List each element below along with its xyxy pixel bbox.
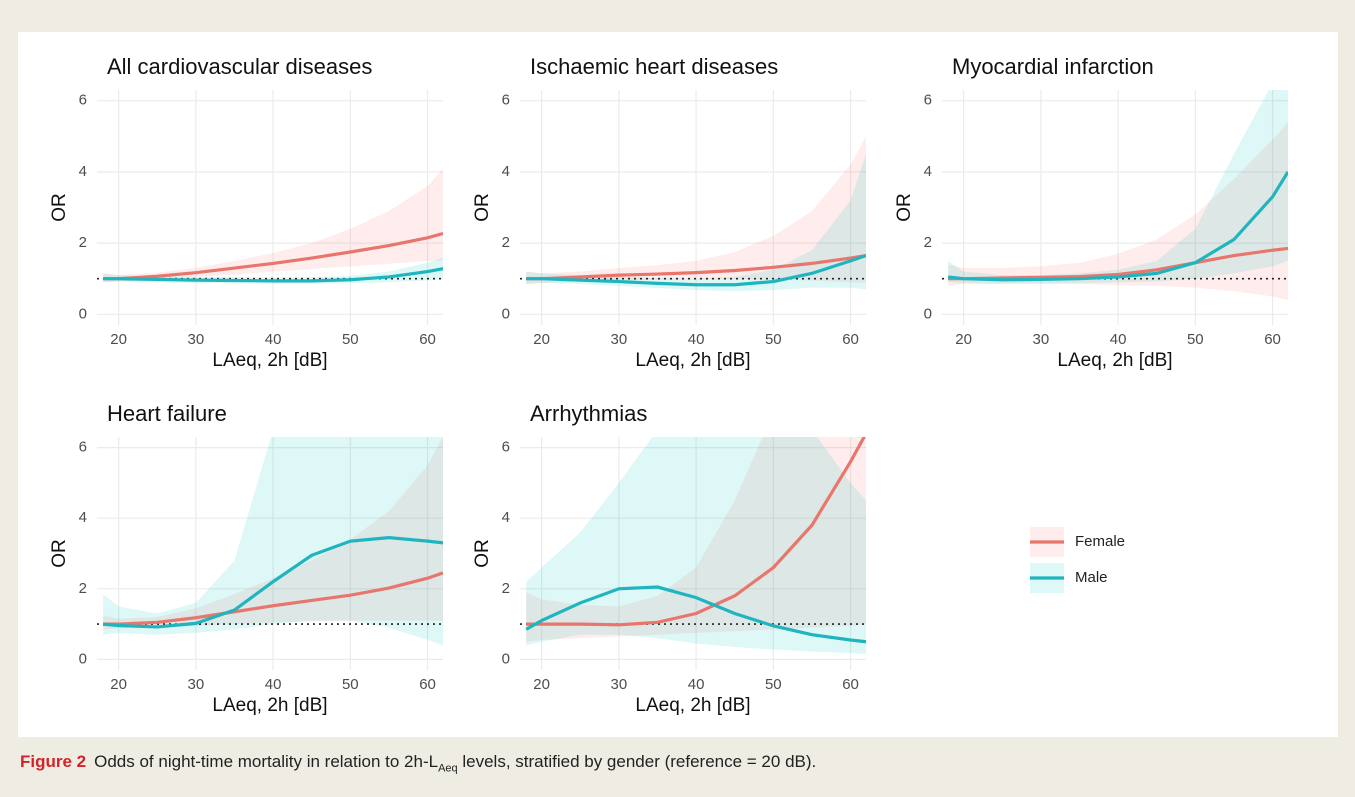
x-axis-label: LAeq, 2h [dB] xyxy=(1057,350,1172,371)
facet-title: Arrhythmias xyxy=(530,401,647,426)
facet-title: Heart failure xyxy=(107,401,227,426)
x-tick-label: 20 xyxy=(533,331,550,348)
x-tick-label: 50 xyxy=(765,676,782,693)
x-tick-label: 20 xyxy=(955,331,972,348)
x-tick-label: 60 xyxy=(419,331,436,348)
confidence-band xyxy=(948,122,1288,301)
series-line xyxy=(103,571,443,626)
y-tick-label: 2 xyxy=(502,580,510,597)
y-tick-label: 2 xyxy=(502,234,510,251)
series-line xyxy=(103,536,443,629)
confidence-band xyxy=(103,168,443,283)
y-tick-label: 2 xyxy=(79,580,87,597)
x-tick-label: 20 xyxy=(110,676,127,693)
x-axis-label: LAeq, 2h [dB] xyxy=(635,350,750,371)
x-tick-label: 50 xyxy=(342,331,359,348)
y-tick-label: 2 xyxy=(79,234,87,251)
y-axis-label: OR xyxy=(49,539,70,568)
x-axis-label: LAeq, 2h [dB] xyxy=(635,695,750,716)
x-tick-label: 40 xyxy=(1110,331,1127,348)
series-line xyxy=(526,254,866,287)
facet: Myocardial infarction 0 2 4 6 20 30 40 50 60 LAeq,… xyxy=(894,54,1288,371)
facet: Heart failure 0 2 4 6 20 30 40 50 60 LAeq, 2h [dB]… xyxy=(49,401,443,716)
y-tick-label: 0 xyxy=(502,650,510,667)
plot-area xyxy=(942,90,1288,301)
y-tick-label: 2 xyxy=(924,234,932,251)
x-tick-label: 30 xyxy=(188,331,205,348)
y-tick-label: 4 xyxy=(502,509,510,526)
x-tick-label: 50 xyxy=(342,676,359,693)
confidence-band xyxy=(526,437,866,655)
series-line xyxy=(103,231,443,281)
facet-title: Myocardial infarction xyxy=(952,54,1154,79)
facet-title: All cardiovascular diseases xyxy=(107,54,372,79)
legend-label: Male xyxy=(1075,569,1108,586)
y-tick-label: 0 xyxy=(924,305,932,322)
legend-label: Female xyxy=(1075,533,1125,550)
y-tick-label: 4 xyxy=(924,163,932,180)
facet: Arrhythmias 0 2 4 6 20 30 40 50 60 LAeq, 2h [dB] OR xyxy=(472,401,866,716)
x-tick-label: 40 xyxy=(688,676,705,693)
confidence-band xyxy=(103,257,443,284)
series-line xyxy=(947,171,1288,282)
series-line xyxy=(526,437,866,627)
caption-subscript: Aeq xyxy=(438,762,458,775)
y-tick-label: 6 xyxy=(924,92,932,109)
y-tick-label: 6 xyxy=(502,439,510,456)
y-tick-label: 0 xyxy=(502,305,510,322)
y-tick-label: 4 xyxy=(79,163,87,180)
confidence-band xyxy=(526,136,866,285)
y-tick-label: 0 xyxy=(79,305,87,322)
y-axis-label: OR xyxy=(49,193,70,222)
x-tick-label: 50 xyxy=(1187,331,1204,348)
x-tick-label: 40 xyxy=(688,331,705,348)
caption: Figure 2 Odds of night-time mortality in … xyxy=(20,752,816,774)
x-tick-label: 20 xyxy=(110,331,127,348)
plot-area xyxy=(97,437,443,646)
caption-text: levels, stratified by gender (reference … xyxy=(457,752,817,771)
x-tick-label: 60 xyxy=(1264,331,1281,348)
x-axis-label: LAeq, 2h [dB] xyxy=(212,695,327,716)
series-line xyxy=(526,253,866,281)
x-tick-label: 20 xyxy=(533,676,550,693)
x-tick-label: 30 xyxy=(611,676,628,693)
x-tick-label: 40 xyxy=(265,331,282,348)
y-tick-label: 6 xyxy=(79,439,87,456)
y-tick-label: 4 xyxy=(502,163,510,180)
y-axis-label: OR xyxy=(472,539,493,568)
caption-label: Figure 2 xyxy=(20,752,87,771)
confidence-band xyxy=(526,437,866,642)
y-tick-label: 6 xyxy=(79,92,87,109)
x-tick-label: 30 xyxy=(1033,331,1050,348)
y-tick-label: 0 xyxy=(79,650,87,667)
confidence-band xyxy=(948,90,1288,284)
series-line xyxy=(525,585,866,644)
confidence-band xyxy=(103,437,443,630)
x-tick-label: 30 xyxy=(611,331,628,348)
y-axis-label: OR xyxy=(472,193,493,222)
plot-area xyxy=(520,136,866,292)
x-tick-label: 60 xyxy=(419,676,436,693)
x-tick-label: 30 xyxy=(188,676,205,693)
y-axis-label: OR xyxy=(894,193,915,222)
x-tick-label: 40 xyxy=(265,676,282,693)
x-tick-label: 50 xyxy=(765,331,782,348)
caption-text: Odds of night-time mortality in relation… xyxy=(94,752,439,771)
facet-title: Ischaemic heart diseases xyxy=(530,54,778,79)
x-tick-label: 60 xyxy=(842,676,859,693)
facet: All cardiovascular diseases 0 2 4 6 20 30 40 50 6… xyxy=(49,54,443,371)
facet: Ischaemic heart diseases 0 2 4 6 20 30 40 50 60 LA… xyxy=(472,54,866,371)
y-tick-label: 6 xyxy=(502,92,510,109)
x-tick-label: 60 xyxy=(842,331,859,348)
x-axis-label: LAeq, 2h [dB] xyxy=(212,350,327,371)
plot-area xyxy=(520,437,866,655)
series-line xyxy=(103,267,443,283)
y-tick-label: 4 xyxy=(79,509,87,526)
plot-area xyxy=(97,168,443,284)
